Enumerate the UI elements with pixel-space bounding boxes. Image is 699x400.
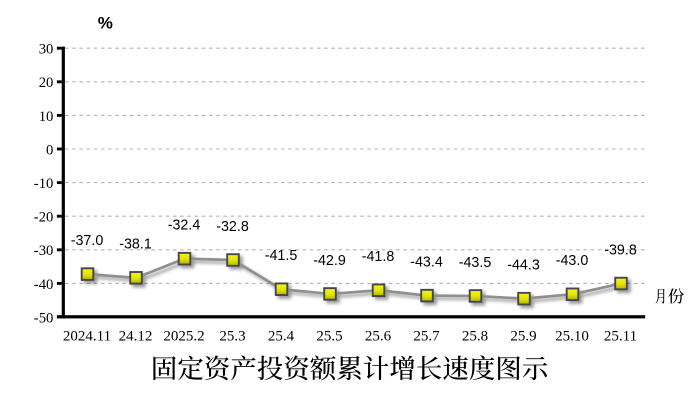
svg-text:25.9: 25.9 xyxy=(510,329,536,345)
svg-text:25.7: 25.7 xyxy=(413,329,440,345)
svg-text:-39.8: -39.8 xyxy=(604,242,637,258)
svg-text:-43.4: -43.4 xyxy=(410,255,443,271)
svg-text:25.6: 25.6 xyxy=(365,329,392,345)
svg-text:-43.5: -43.5 xyxy=(459,255,492,271)
svg-text:-41.5: -41.5 xyxy=(265,248,298,264)
svg-text:2024.11: 2024.11 xyxy=(63,329,111,345)
svg-text:25.4: 25.4 xyxy=(268,329,295,345)
svg-text:25.11: 25.11 xyxy=(604,329,637,345)
svg-text:-37.0: -37.0 xyxy=(71,233,104,249)
svg-text:10: 10 xyxy=(39,109,54,125)
svg-text:-44.3: -44.3 xyxy=(507,258,540,274)
svg-text:-32.4: -32.4 xyxy=(168,218,201,234)
svg-text:-30: -30 xyxy=(34,243,54,259)
svg-text:25.5: 25.5 xyxy=(316,329,342,345)
svg-text:-50: -50 xyxy=(34,310,54,326)
svg-text:-32.8: -32.8 xyxy=(216,219,249,235)
svg-text:-40: -40 xyxy=(34,277,54,293)
svg-text:2025.2: 2025.2 xyxy=(163,329,204,345)
svg-text:-38.1: -38.1 xyxy=(119,237,152,253)
svg-text:%: % xyxy=(98,13,113,32)
svg-text:-10: -10 xyxy=(34,176,54,192)
svg-text:25.3: 25.3 xyxy=(219,329,245,345)
svg-text:25.10: 25.10 xyxy=(555,329,589,345)
svg-text:-20: -20 xyxy=(34,210,54,226)
svg-text:-43.0: -43.0 xyxy=(556,253,589,269)
svg-text:24.12: 24.12 xyxy=(119,329,153,345)
svg-text:-42.9: -42.9 xyxy=(313,253,346,269)
svg-text:-41.8: -41.8 xyxy=(362,249,395,265)
svg-text:20: 20 xyxy=(39,75,54,91)
svg-text:0: 0 xyxy=(46,142,53,158)
svg-text:30: 30 xyxy=(39,42,54,58)
svg-text:25.8: 25.8 xyxy=(462,329,488,345)
